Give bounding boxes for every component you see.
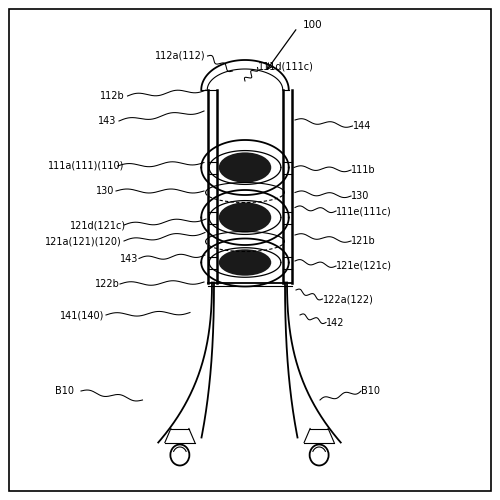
Text: 143: 143 [98,116,116,126]
Text: 121d(121c): 121d(121c) [70,220,126,230]
Text: B10: B10 [361,386,380,396]
Ellipse shape [219,250,271,276]
Ellipse shape [219,202,271,232]
Text: 142: 142 [326,318,344,328]
Text: 130: 130 [96,186,114,196]
Ellipse shape [310,444,328,466]
Text: 111b: 111b [351,165,376,175]
Text: 112b: 112b [100,91,125,101]
Text: 122a(122): 122a(122) [322,294,374,304]
Text: 130: 130 [351,191,370,201]
Text: 143: 143 [120,254,138,264]
Text: 111e(111c): 111e(111c) [336,206,392,216]
Ellipse shape [170,444,190,466]
Text: 121a(121)(120): 121a(121)(120) [45,236,122,246]
Text: B10: B10 [56,386,74,396]
Text: 141(140): 141(140) [60,310,104,320]
Text: 144: 144 [352,121,371,131]
Text: 112a(112): 112a(112) [154,51,206,61]
Ellipse shape [219,152,271,182]
Text: 121b: 121b [351,236,376,246]
Text: 111a(111)(110): 111a(111)(110) [48,161,124,171]
Text: 122b: 122b [95,279,120,289]
Text: 121e(121c): 121e(121c) [336,261,392,271]
Text: 111d(111c): 111d(111c) [258,62,314,72]
Text: 100: 100 [302,20,322,30]
